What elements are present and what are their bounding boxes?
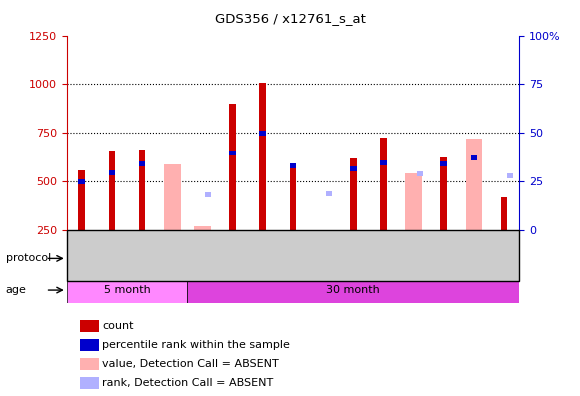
Bar — [440, 157, 447, 230]
Bar — [229, 150, 236, 156]
Bar — [80, 377, 99, 389]
Bar — [350, 158, 357, 230]
Bar — [108, 151, 115, 230]
Text: 30 month: 30 month — [327, 285, 380, 295]
Text: count: count — [103, 320, 134, 331]
Bar — [80, 358, 99, 370]
Bar — [194, 226, 211, 230]
Bar — [350, 166, 357, 171]
Bar — [108, 170, 115, 175]
Text: GDS356 / x12761_s_at: GDS356 / x12761_s_at — [215, 12, 365, 25]
Bar — [368, 246, 534, 271]
Bar — [259, 131, 266, 136]
Bar — [164, 164, 180, 230]
Bar — [80, 339, 99, 351]
Bar — [466, 139, 482, 230]
Bar — [139, 150, 146, 230]
Bar — [229, 104, 236, 230]
Bar — [440, 161, 447, 166]
Text: protocol: protocol — [6, 253, 51, 263]
Bar — [67, 230, 519, 232]
Text: value, Detection Call = ABSENT: value, Detection Call = ABSENT — [103, 358, 279, 369]
Bar — [80, 320, 99, 332]
Bar — [470, 156, 477, 160]
Bar — [259, 83, 266, 230]
Bar — [187, 277, 534, 303]
Bar — [507, 173, 513, 178]
Bar — [289, 163, 296, 168]
Bar — [139, 161, 146, 166]
Bar — [405, 173, 422, 230]
Text: control fed: control fed — [187, 253, 248, 263]
Bar — [67, 277, 187, 303]
Bar — [289, 168, 296, 230]
Bar — [416, 171, 423, 176]
Text: age: age — [6, 285, 27, 295]
Text: percentile rank within the sample: percentile rank within the sample — [103, 339, 291, 350]
Bar — [380, 160, 387, 165]
Text: calorie-restricted: calorie-restricted — [396, 253, 491, 263]
Bar — [78, 169, 85, 230]
Bar — [501, 197, 508, 230]
Bar — [205, 192, 212, 197]
Text: rank, Detection Call = ABSENT: rank, Detection Call = ABSENT — [103, 377, 274, 388]
Bar — [67, 246, 368, 271]
Bar — [315, 230, 331, 232]
Bar — [380, 139, 387, 230]
Bar — [326, 191, 332, 196]
Text: 5 month: 5 month — [104, 285, 150, 295]
Bar — [78, 179, 85, 184]
